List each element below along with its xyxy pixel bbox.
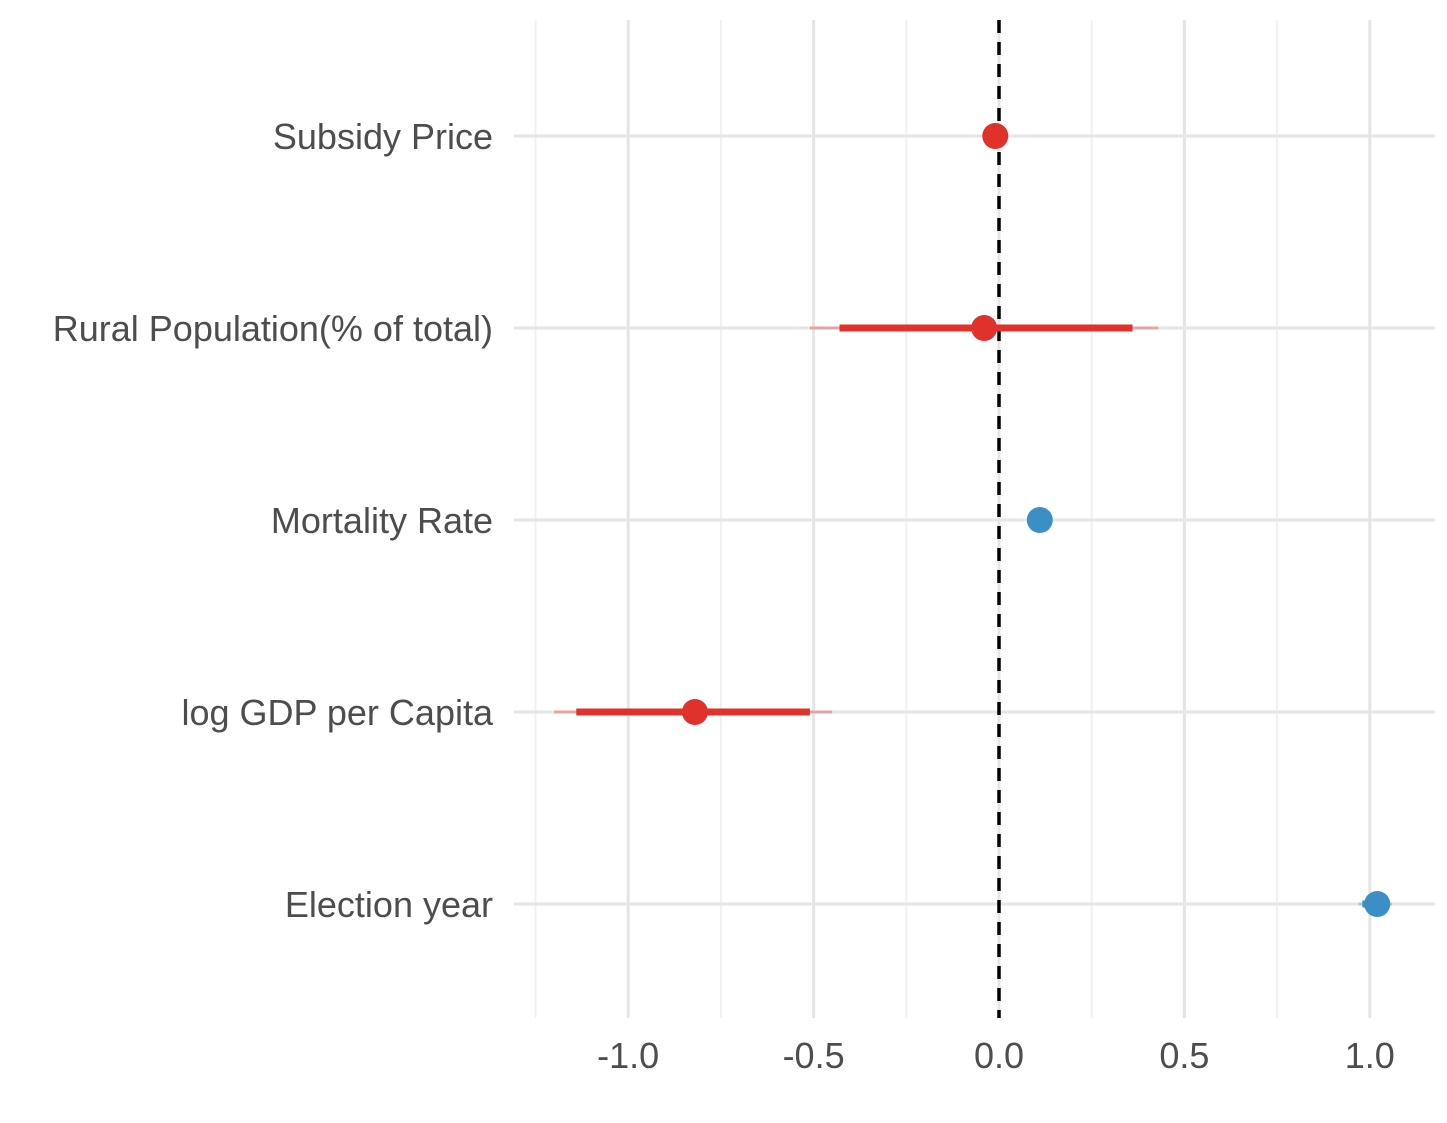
point-estimate: [971, 315, 998, 341]
point-estimate: [1364, 891, 1391, 917]
x-tick-label: 0.0: [974, 1035, 1024, 1076]
y-category-label: Subsidy Price: [273, 116, 493, 157]
x-tick-label: 0.5: [1159, 1035, 1209, 1076]
coefficient-marks: [554, 123, 1393, 917]
point-estimate: [681, 699, 708, 725]
x-axis-tick-labels: -1.0 -0.5 0.0 0.5 1.0: [597, 1035, 1395, 1076]
major-gridlines: [514, 20, 1435, 1018]
y-category-label: Mortality Rate: [271, 500, 493, 541]
y-axis-category-labels: Subsidy Price Rural Population(% of total…: [53, 116, 494, 925]
y-category-label: Election year: [285, 884, 493, 925]
x-tick-label: 1.0: [1345, 1035, 1395, 1076]
point-estimate: [1026, 507, 1053, 533]
y-category-label: log GDP per Capita: [181, 692, 493, 733]
point-estimate: [982, 123, 1009, 149]
y-category-label: Rural Population(% of total): [53, 308, 493, 349]
x-tick-label: -1.0: [597, 1035, 659, 1076]
x-tick-label: -0.5: [783, 1035, 845, 1076]
